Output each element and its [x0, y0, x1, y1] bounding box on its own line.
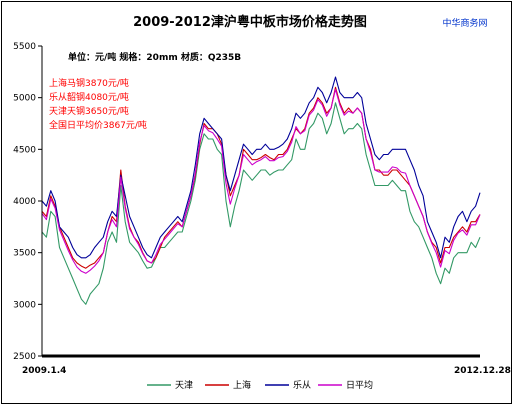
chart-subtitle: 单位：元/吨 规格：20mm 材质：Q235B: [68, 51, 241, 63]
legend-label-1: 上海: [233, 379, 251, 391]
y-tick-label-1: 3000: [13, 300, 36, 310]
y-tick-group: 2500 3000 3500 4000 4500 5000 5500: [13, 42, 42, 362]
y-tick-label-4: 4500: [13, 145, 36, 155]
y-tick-label-3: 4000: [13, 197, 36, 207]
legend-label-2: 乐从: [293, 379, 311, 391]
annotation-3: 全国日平均价3867元/吨: [49, 119, 147, 131]
annotation-1: 乐从韶钢4080元/吨: [49, 91, 129, 103]
legend-label-0: 天津: [175, 380, 193, 391]
chart-title: 2009-2012津沪粤中板市场价格走势图: [133, 14, 367, 30]
chart-frame: 2009-2012津沪粤中板市场价格走势图 中华商务网 单位：元/吨 规格：20…: [1, 1, 512, 404]
y-tick-label-6: 5500: [13, 42, 36, 52]
series-line-3: [41, 88, 481, 274]
series-line-2: [41, 76, 481, 259]
series-line-0: [41, 102, 481, 305]
x-start-label: 2009.1.4: [22, 366, 66, 376]
annotation-2: 天津天钢3650元/吨: [49, 105, 129, 117]
y-tick-label-2: 3500: [13, 249, 36, 259]
annotation-0: 上海马钢3870元/吨: [49, 77, 129, 89]
series-line-1: [41, 86, 481, 269]
legend: 天津 上海 乐从 日平均: [147, 379, 373, 391]
series-group: [41, 76, 481, 305]
brand-label: 中华商务网: [442, 17, 487, 29]
legend-label-3: 日平均: [346, 379, 373, 391]
line-chart: 2009-2012津沪粤中板市场价格走势图 中华商务网 单位：元/吨 规格：20…: [13, 14, 511, 391]
annotation-group: 上海马钢3870元/吨乐从韶钢4080元/吨天津天钢3650元/吨全国日平均价3…: [49, 77, 147, 131]
x-end-label: 2012.12.28: [454, 366, 511, 376]
y-tick-label-0: 2500: [13, 352, 36, 362]
y-tick-label-5: 5000: [13, 94, 36, 104]
